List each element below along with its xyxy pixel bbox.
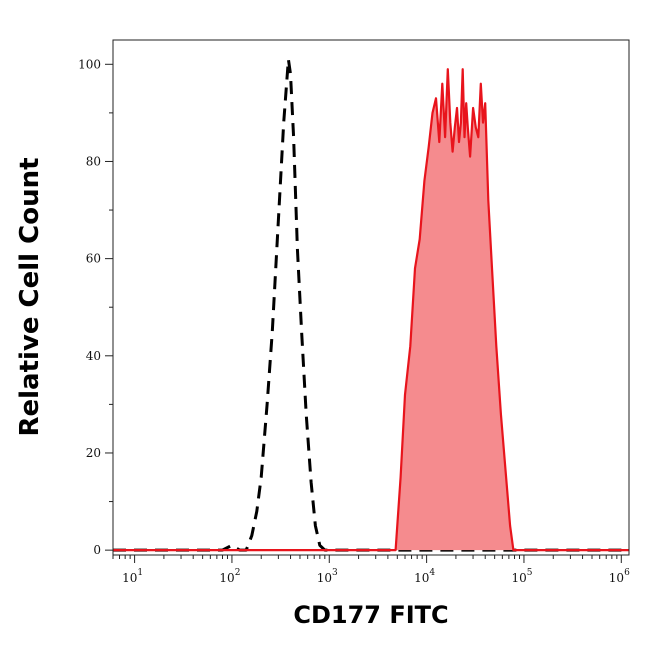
plot-frame [112, 39, 630, 556]
series-area-1 [113, 69, 629, 551]
y-tick-label: 100 [78, 57, 101, 71]
x-axis-title: CD177 FITC [293, 601, 448, 629]
series-line-0 [113, 57, 629, 552]
y-tick-label: 60 [86, 252, 101, 266]
y-tick-label: 20 [86, 446, 101, 460]
x-tick-label: 104 [414, 568, 435, 585]
y-tick-label: 80 [86, 154, 101, 168]
x-tick-label: 106 [609, 568, 630, 585]
y-tick-label: 40 [86, 349, 101, 363]
x-axis: 101 102 103 104 105 106 [112, 555, 630, 585]
y-axis: 0 20 40 60 80 100 [78, 57, 113, 557]
y-tick-label: 0 [93, 543, 101, 557]
x-tick-label: 105 [511, 568, 532, 585]
x-tick-label: 101 [122, 568, 143, 585]
y-axis-title: Relative Cell Count [15, 157, 45, 436]
series-layer [113, 57, 629, 552]
series-line-1 [113, 68, 629, 552]
x-tick-label: 102 [219, 568, 240, 585]
x-tick-label: 103 [317, 568, 338, 585]
